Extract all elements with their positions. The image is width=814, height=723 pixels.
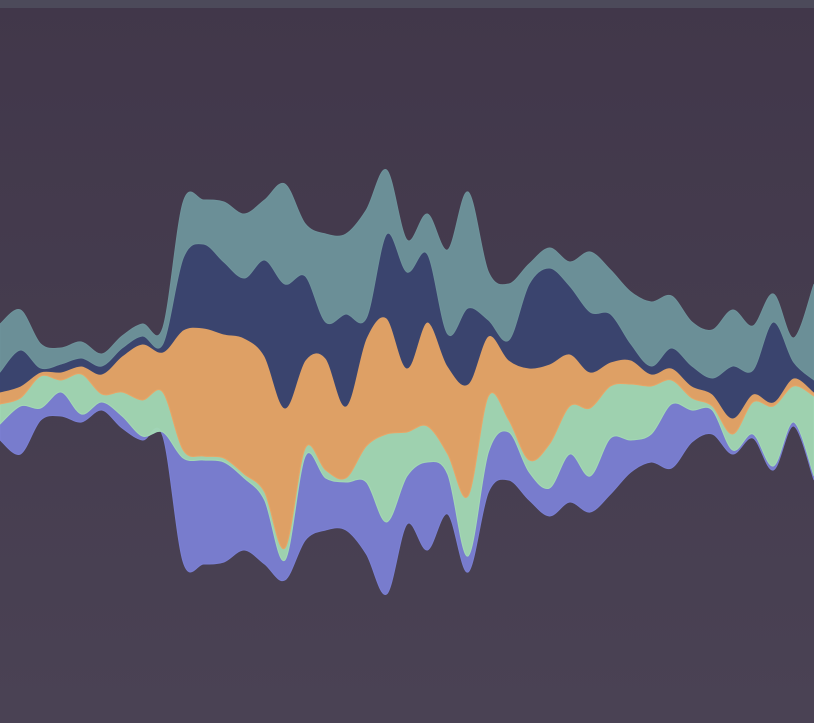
stream-layer-5 (0, 169, 814, 381)
window-top-bar (0, 0, 814, 8)
